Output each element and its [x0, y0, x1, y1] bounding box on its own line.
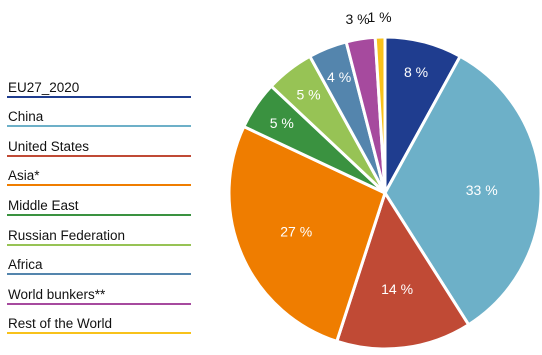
legend-label: China [8, 109, 44, 125]
pie-slice-china [383, 54, 542, 327]
legend-label: Middle East [8, 197, 79, 213]
legend-item: China [7, 98, 191, 128]
data-label: 33 % [466, 182, 498, 198]
data-label: 14 % [381, 281, 413, 297]
legend-label: United States [8, 138, 90, 154]
legend-item: Rest of the World [7, 305, 191, 335]
legend-item: Africa [7, 246, 191, 276]
legend-item: Middle East [7, 186, 191, 216]
legend-item: Russian Federation [7, 216, 191, 246]
pie-slice-asia [227, 125, 387, 343]
data-label: 3 % [345, 11, 369, 27]
legend-swatch-line [7, 213, 191, 216]
legend-item: World bunkers** [7, 275, 191, 305]
legend-label: World bunkers** [8, 286, 106, 302]
legend-label: Africa [8, 257, 43, 273]
data-label: 8 % [404, 64, 428, 80]
legend-swatch-line [7, 243, 191, 246]
legend-swatch-line [7, 95, 191, 98]
legend-swatch-line [7, 302, 191, 305]
legend-item: EU27_2020 [7, 68, 191, 98]
legend-item: Asia* [7, 157, 191, 187]
legend-swatch-line [7, 273, 191, 276]
pie-slice-rest-of-the-world [373, 35, 387, 195]
data-label: 5 % [270, 115, 294, 131]
legend: EU27_2020 China United States Asia* Middle E… [7, 68, 191, 335]
legend-label: Russian Federation [8, 227, 126, 243]
data-label: 27 % [280, 223, 312, 239]
data-label: 4 % [327, 69, 351, 85]
legend-label: Asia* [8, 168, 40, 184]
legend-item: United States [7, 127, 191, 157]
legend-swatch-line [7, 332, 191, 335]
legend-swatch-line [7, 184, 191, 187]
legend-label: Rest of the World [8, 316, 113, 332]
legend-swatch-line [7, 125, 191, 128]
data-label: 1 % [367, 9, 391, 25]
pie-slice-united-states [335, 191, 471, 351]
legend-label: EU27_2020 [8, 79, 80, 95]
legend-swatch-line [7, 154, 191, 157]
data-label: 5 % [296, 86, 320, 102]
